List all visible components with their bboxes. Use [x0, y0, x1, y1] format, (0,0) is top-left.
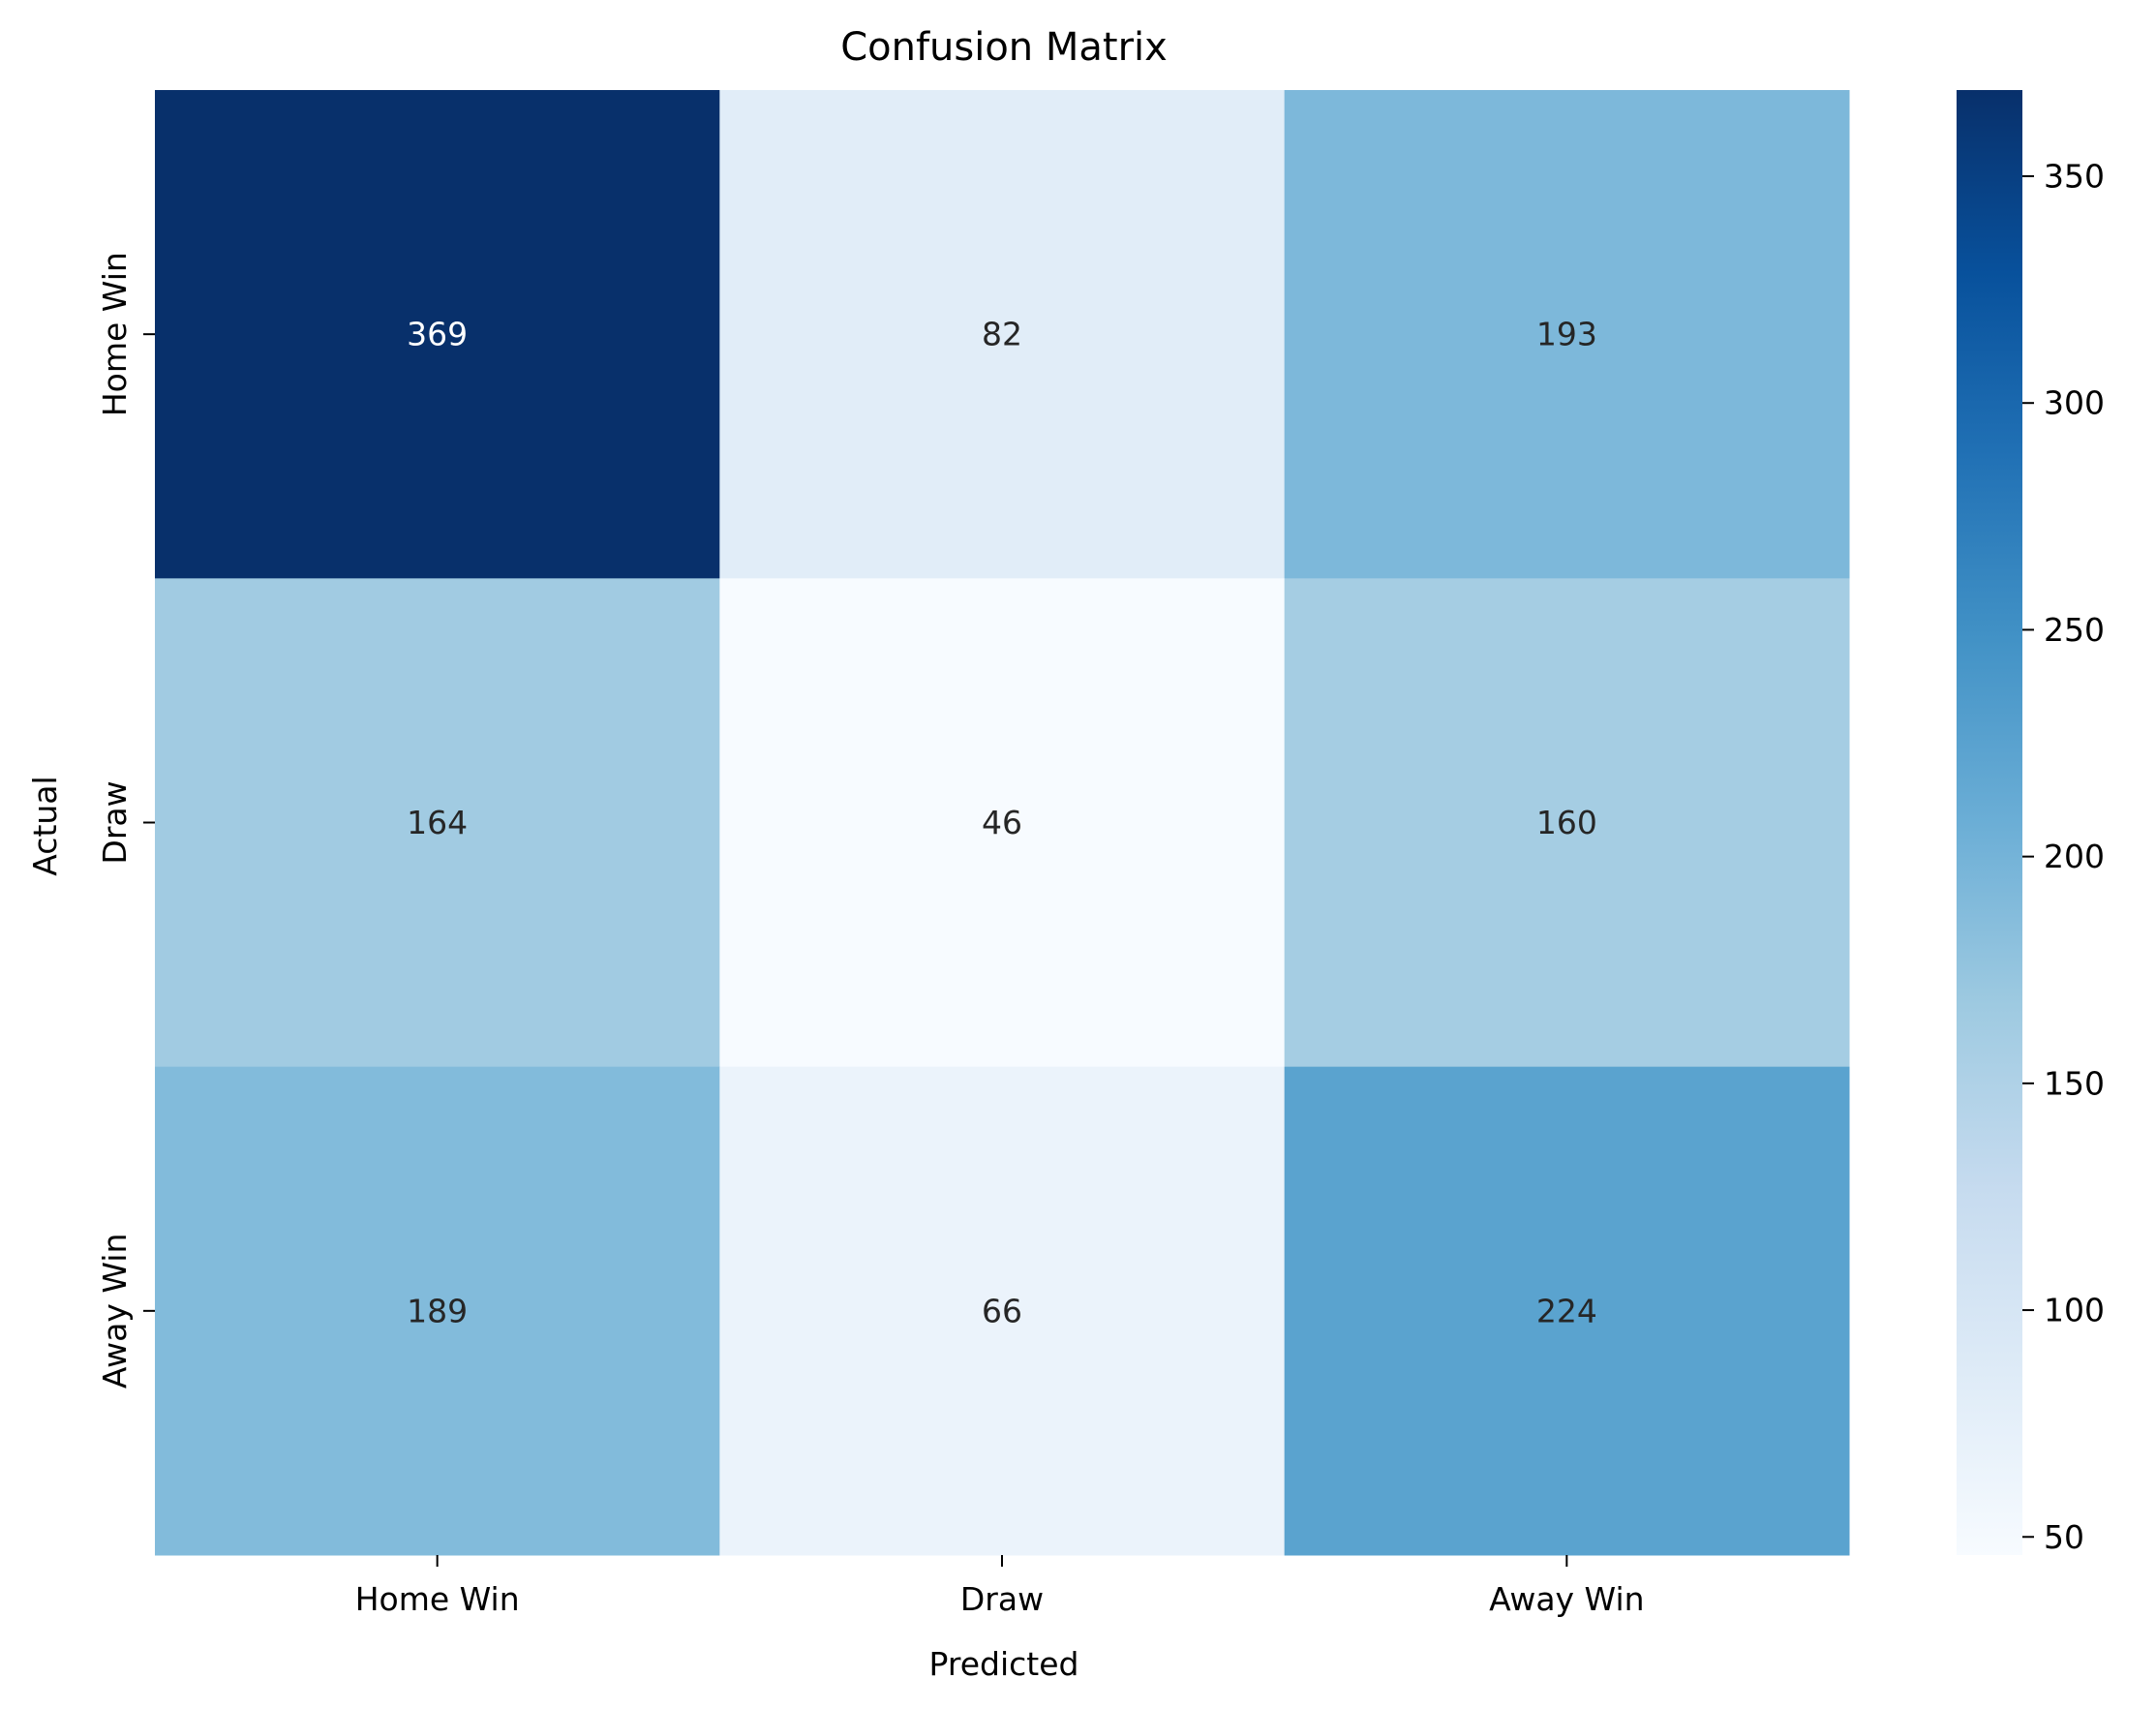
heatmap-cell [1284, 90, 1850, 579]
colorbar [1957, 90, 2022, 1555]
cell-value-label: 193 [1536, 316, 1597, 353]
chart-title: Confusion Matrix [840, 25, 1168, 70]
heatmap-cell [155, 1066, 720, 1556]
colorbar-tick-label: 200 [2044, 838, 2105, 875]
x-axis-label: Predicted [929, 1645, 1079, 1683]
heatmap-cell [1284, 578, 1850, 1068]
colorbar-ticks: 50 100 150 200 250 300 350 [2022, 158, 2105, 1556]
cell-value-label: 66 [982, 1292, 1022, 1329]
cell-value-label: 46 [982, 804, 1022, 841]
colorbar-tick-label: 50 [2044, 1518, 2084, 1556]
x-tick-label: Draw [960, 1580, 1044, 1618]
colorbar-tick-label: 100 [2044, 1292, 2105, 1329]
cell-value-label: 164 [407, 804, 468, 841]
y-tick-label: Draw [96, 780, 134, 864]
heatmap-cell [155, 90, 720, 579]
cell-value-label: 369 [407, 316, 468, 353]
cell-value-label: 189 [407, 1292, 468, 1329]
cell-value-label: 160 [1536, 804, 1597, 841]
heatmap-cells [155, 90, 1850, 1556]
colorbar-tick-label: 300 [2044, 384, 2105, 422]
heatmap-cell [719, 90, 1286, 579]
y-tick-label: Away Win [96, 1234, 134, 1389]
y-axis: Home Win Draw Away Win [96, 252, 155, 1389]
colorbar-tick-label: 150 [2044, 1064, 2105, 1102]
heatmap-cell [719, 1066, 1286, 1556]
x-axis: Home Win Draw Away Win [355, 1555, 1645, 1618]
heatmap-cell-labels: 369 82 193 164 46 160 189 66 224 [407, 316, 1597, 1330]
cell-value-label: 82 [982, 316, 1022, 353]
x-tick-label: Home Win [355, 1580, 520, 1618]
y-axis-label: Actual [26, 776, 64, 875]
heatmap-cell [719, 578, 1286, 1068]
heatmap-cell [155, 578, 720, 1068]
colorbar-tick-label: 350 [2044, 158, 2105, 196]
heatmap-cell [1284, 1066, 1850, 1556]
cell-value-label: 224 [1536, 1292, 1597, 1329]
x-tick-label: Away Win [1489, 1580, 1644, 1618]
colorbar-tick-label: 250 [2044, 611, 2105, 649]
y-tick-label: Home Win [96, 252, 134, 416]
